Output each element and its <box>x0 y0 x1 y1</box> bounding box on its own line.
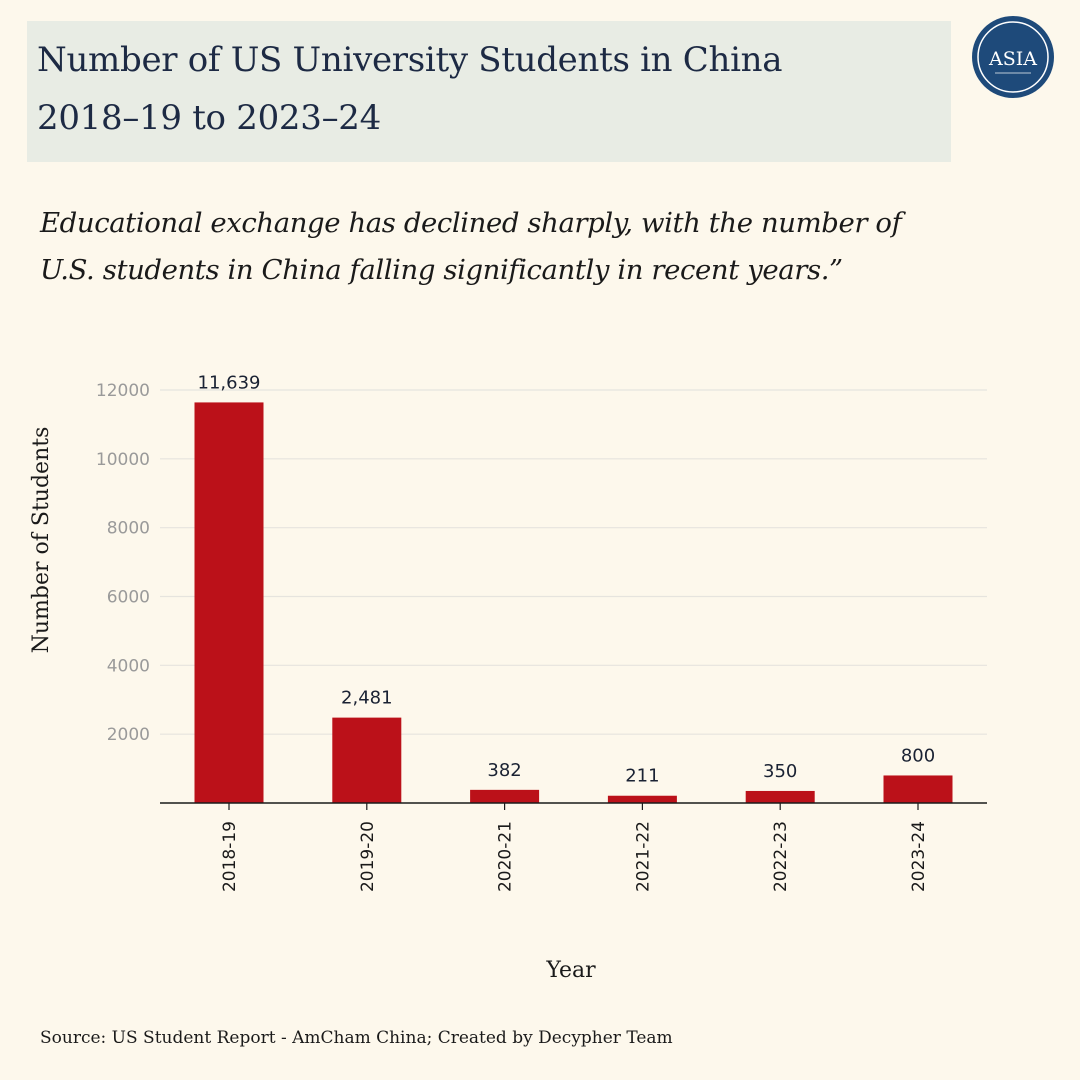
title-box <box>27 21 951 162</box>
value-label-2018-19: 11,639 <box>198 372 261 393</box>
bars <box>194 402 953 803</box>
x-tick-label-2023-24: 2023-24 <box>909 821 929 892</box>
chart-date-range: 2018–19 to 2023–24 <box>37 98 381 138</box>
logo-outer-circle <box>972 16 1054 98</box>
x-axis-title: Year <box>545 958 596 983</box>
bar-2020-21 <box>470 789 540 803</box>
bar-2021-22 <box>607 795 677 803</box>
value-label-2019-20: 2,481 <box>341 688 393 709</box>
logo-inner-ring <box>977 21 1049 93</box>
bar-2019-20 <box>332 717 402 803</box>
value-labels: 11,639 2,481 382 211 350 800 <box>198 372 936 786</box>
bar-2018-19 <box>194 402 264 803</box>
x-tick-label-2022-23: 2022-23 <box>771 821 791 892</box>
value-label-2021-22: 211 <box>625 766 659 787</box>
value-label-2020-21: 382 <box>487 760 521 781</box>
chart-title: Number of US University Students in Chin… <box>37 40 783 80</box>
y-tick-labels: 2000 4000 6000 8000 10000 12000 <box>96 381 150 745</box>
x-tick-labels: 2018-19 2019-20 2020-21 2021-22 2022-23 2023-… <box>220 803 929 892</box>
y-tick-label: 8000 <box>107 519 150 539</box>
bar-2022-23 <box>745 790 815 803</box>
y-tick-label: 12000 <box>96 381 150 401</box>
x-tick-label-2020-21: 2020-21 <box>496 821 516 892</box>
value-label-2022-23: 350 <box>763 761 797 782</box>
y-tick-label: 6000 <box>107 588 150 608</box>
asia-logo: ASIA <box>972 16 1054 98</box>
bar-2023-24 <box>883 775 953 803</box>
y-tick-label: 4000 <box>107 656 150 676</box>
logo-text: ASIA <box>988 48 1037 70</box>
chart-subtitle: Educational exchange has declined sharpl… <box>40 207 902 286</box>
y-tick-label: 10000 <box>96 450 150 470</box>
source-note: Source: US Student Report - AmCham China… <box>40 1028 673 1048</box>
x-tick-label-2021-22: 2021-22 <box>633 821 653 892</box>
y-tick-label: 2000 <box>107 725 150 745</box>
value-label-2023-24: 800 <box>901 745 935 766</box>
bar-chart: 2000 4000 6000 8000 10000 12000 11,639 2,481 38… <box>29 372 987 983</box>
y-axis-title: Number of Students <box>29 427 54 654</box>
x-tick-label-2019-20: 2019-20 <box>358 821 378 892</box>
gridlines <box>160 389 987 735</box>
x-tick-label-2018-19: 2018-19 <box>220 821 240 892</box>
